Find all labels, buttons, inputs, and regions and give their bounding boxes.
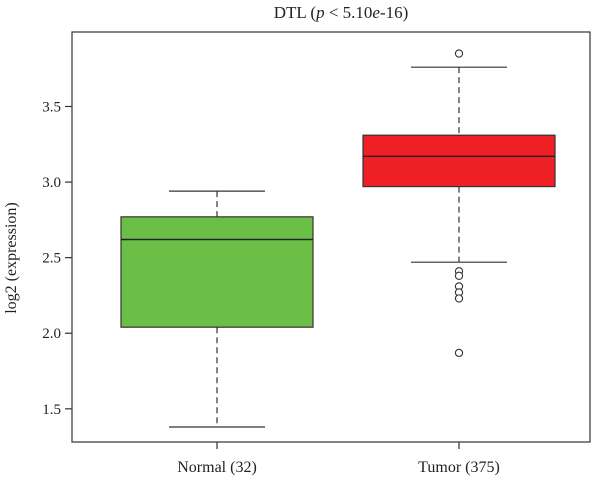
title-p-exp: e	[372, 3, 380, 22]
y-tick-label: 3.5	[42, 99, 61, 115]
outlier-point	[454, 271, 464, 280]
title-p-mid: < 5.10	[325, 3, 373, 22]
x-tick-label: Normal (32)	[177, 459, 257, 476]
y-tick-label: 2.5	[42, 251, 61, 267]
box-iqr	[120, 216, 314, 328]
x-tick-label: Tumor (375)	[418, 459, 500, 476]
title-p-symbol: p	[315, 3, 325, 22]
y-tick-label: 3.0	[42, 175, 61, 191]
title-gene: DTL	[274, 3, 307, 22]
plot-frame	[71, 31, 591, 443]
y-axis-ticks: 1.5 2.0 2.5 3.0 3.5	[42, 99, 72, 418]
outlier-point	[454, 294, 464, 303]
y-tick-label: 1.5	[42, 402, 61, 418]
box-iqr	[362, 134, 556, 188]
title-p-suffix: -16)	[380, 3, 408, 22]
outlier-point	[454, 49, 464, 58]
chart-title: DTL (p < 5.10e-16)	[274, 3, 409, 22]
box-groups	[120, 49, 556, 428]
title-p-prefix: (	[306, 3, 316, 22]
box-group	[120, 190, 314, 428]
outlier-point	[454, 348, 464, 358]
box-group	[362, 49, 556, 358]
y-axis-label: log2 (expression)	[3, 202, 20, 314]
y-tick-label: 2.0	[42, 326, 61, 342]
x-axis-ticks: Normal (32) Tumor (375)	[177, 442, 500, 476]
